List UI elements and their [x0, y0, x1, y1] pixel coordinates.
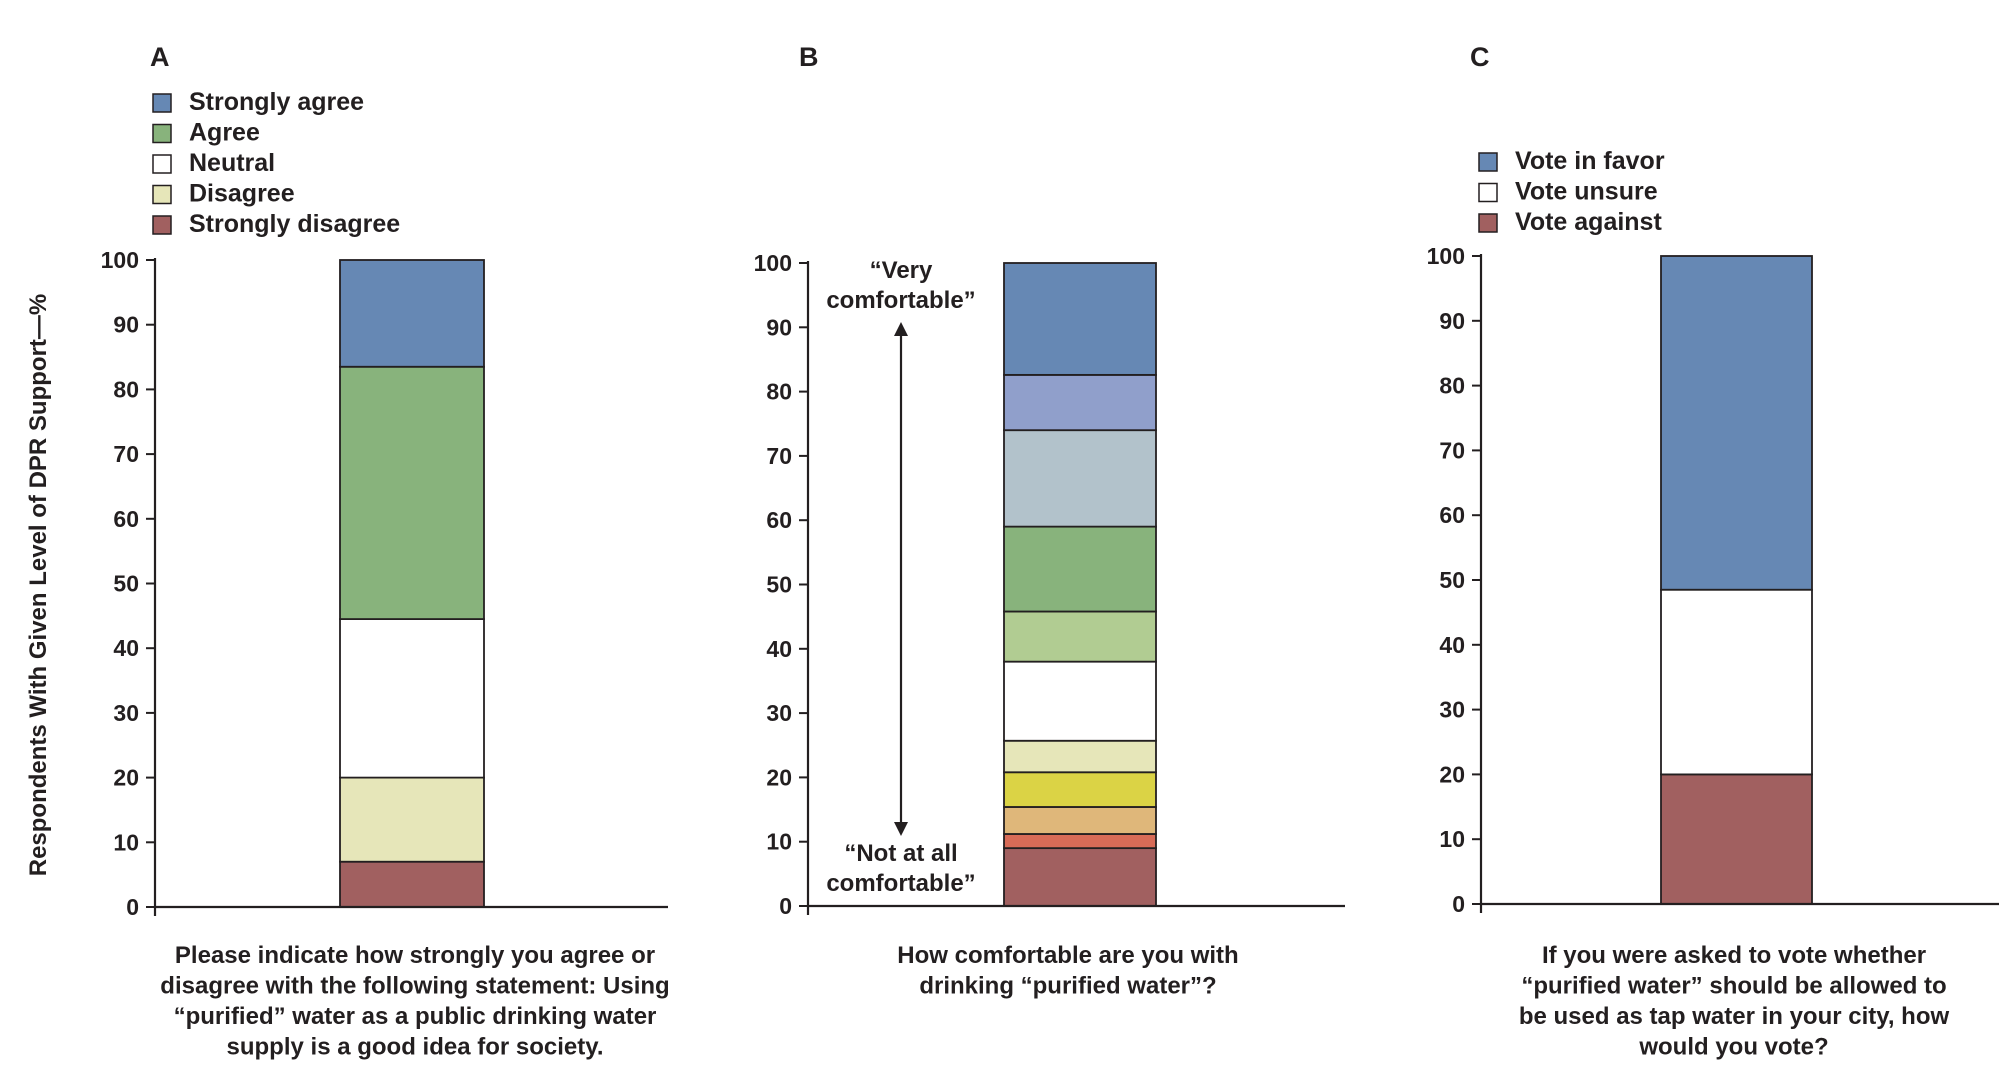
bar-segment	[339, 860, 485, 908]
y-tick-label: 50	[113, 571, 139, 597]
legend-label: Agree	[189, 119, 260, 147]
bar-segment	[1003, 525, 1157, 613]
legend-label: Vote in favor	[1515, 147, 1665, 175]
legend-label: Disagree	[189, 180, 295, 208]
bar-segment	[1003, 262, 1157, 376]
bar-segment	[1003, 429, 1157, 528]
y-tick-label: 0	[1452, 891, 1465, 917]
bar-segment	[1003, 739, 1157, 774]
arrow-down-icon	[894, 822, 908, 836]
y-tick-label: 30	[113, 700, 139, 726]
y-tick-label: 40	[113, 635, 139, 661]
y-tick-label: 20	[1439, 761, 1465, 787]
bar-segment	[339, 365, 485, 620]
bar-segment	[1660, 255, 1813, 591]
bar-segment	[1660, 773, 1813, 905]
y-tick-label: 40	[1439, 632, 1465, 658]
bar-segment	[1003, 833, 1157, 850]
arrow-up-icon	[894, 322, 908, 336]
legend-label: Strongly agree	[189, 88, 364, 116]
legend-swatch	[152, 184, 172, 205]
y-tick-label: 90	[1439, 308, 1465, 334]
annotation-very-comfortable: “Very comfortable”	[826, 257, 975, 314]
legend-label: Vote against	[1515, 208, 1662, 236]
legend-label: Strongly disagree	[189, 210, 400, 238]
y-tick-label: 10	[113, 829, 139, 855]
y-tick-label: 10	[1439, 826, 1465, 852]
legend-label: Vote unsure	[1515, 178, 1658, 206]
legend-label: Neutral	[189, 149, 275, 177]
y-tick-label: 80	[113, 376, 139, 402]
y-axis-title: Respondents With Given Level of DPR Supp…	[25, 294, 52, 877]
panel-letter: B	[799, 42, 819, 72]
y-tick-label: 50	[766, 572, 792, 598]
y-tick-label: 70	[113, 441, 139, 467]
legend-swatch	[1478, 213, 1498, 233]
legend-swatch	[152, 123, 172, 144]
legend-swatch	[152, 215, 172, 235]
annotation-not-at-all-comfortable: “Not at all comfortable”	[826, 840, 975, 897]
legend-swatch	[1478, 152, 1498, 172]
bar-segment	[1003, 373, 1157, 432]
question-caption: How comfortable are you with drinking “pu…	[897, 942, 1238, 1000]
y-tick-label: 60	[1439, 502, 1465, 528]
y-tick-label: 70	[766, 443, 792, 469]
y-tick-label: 50	[1439, 567, 1465, 593]
bar-segment	[339, 776, 485, 863]
y-tick-label: 60	[113, 506, 139, 532]
y-tick-label: 20	[766, 764, 792, 790]
y-tick-label: 60	[766, 507, 792, 533]
y-tick-label: 10	[766, 829, 792, 855]
y-tick-label: 100	[754, 250, 792, 276]
y-tick-label: 80	[766, 379, 792, 405]
y-tick-label: 0	[126, 894, 139, 920]
legend-swatch	[1478, 182, 1498, 203]
panel-letter: C	[1470, 42, 1490, 72]
bar-segment	[1003, 847, 1157, 907]
y-tick-label: 40	[766, 636, 792, 662]
y-tick-label: 90	[766, 314, 792, 340]
panel-letter: A	[150, 42, 170, 72]
y-tick-label: 30	[1439, 697, 1465, 723]
y-tick-label: 20	[113, 765, 139, 791]
y-tick-label: 80	[1439, 373, 1465, 399]
bar-segment	[1003, 771, 1157, 808]
legend-swatch	[152, 93, 172, 113]
y-tick-label: 100	[101, 247, 139, 273]
legend-swatch	[152, 154, 172, 174]
y-tick-label: 100	[1427, 243, 1465, 269]
y-tick-label: 90	[113, 312, 139, 338]
y-tick-label: 0	[779, 893, 792, 919]
bar-segment	[339, 618, 485, 779]
panel-b: B 0 10 20 30 40 50 60 70 80 90 100 “Very comfortable”…	[754, 42, 1345, 1000]
bar-segment	[1003, 660, 1157, 742]
y-tick-label: 70	[1439, 437, 1465, 463]
bar-segment	[339, 259, 485, 368]
bar-segment	[1003, 806, 1157, 835]
bar-segment	[1660, 588, 1813, 776]
y-tick-label: 30	[766, 700, 792, 726]
bar-segment	[1003, 610, 1157, 663]
question-caption: Please indicate how strongly you agree o…	[160, 942, 669, 1061]
question-caption: If you were asked to vote whether “purifi…	[1519, 942, 1950, 1061]
